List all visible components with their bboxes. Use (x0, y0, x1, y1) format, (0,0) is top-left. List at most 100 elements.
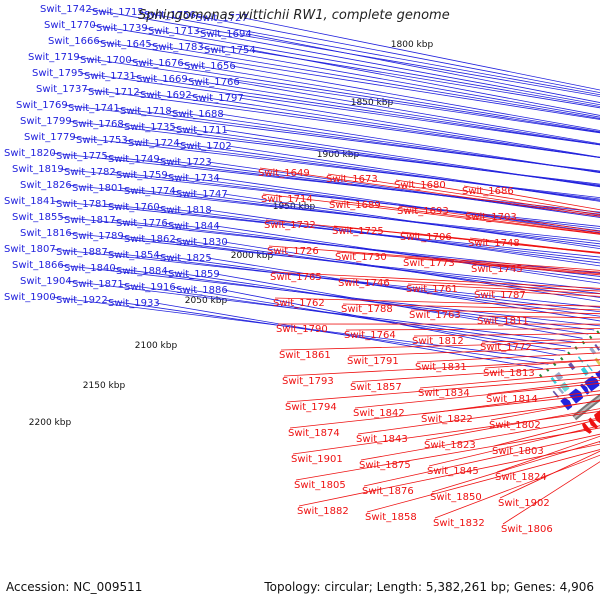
forward-gene-label: Swit_1769 (16, 100, 68, 111)
forward-gene-label: Swit_1760 (108, 202, 160, 213)
forward-leader-line (79, 72, 600, 146)
reverse-gene-label: Swit_1689 (329, 200, 381, 211)
forward-leader-line (207, 209, 600, 267)
forward-leader-line (171, 126, 600, 187)
reverse-gene-label: Swit_1834 (418, 388, 470, 399)
reverse-leader-line (342, 303, 600, 311)
reverse-gene-label: Swit_1726 (267, 246, 319, 257)
forward-gene-label: Swit_1783 (152, 42, 204, 53)
reverse-gene-label: Swit_1714 (261, 194, 313, 205)
forward-strand-arrow (568, 388, 584, 404)
reverse-gene-label: Swit_1842 (353, 408, 405, 419)
forward-gene-label: Swit_1922 (56, 295, 108, 306)
forward-gene-label: Swit_1712 (88, 87, 140, 98)
reverse-gene-label: Swit_1793 (282, 376, 334, 387)
reverse-gene-label: Swit_1876 (362, 486, 414, 497)
reverse-leader-line (286, 376, 600, 403)
tick-label: 2100 kbp (135, 341, 178, 351)
forward-leader-line (219, 113, 600, 174)
forward-gene-label: Swit_1916 (124, 282, 176, 293)
reverse-leader-line (466, 211, 600, 232)
forward-leader-line (207, 257, 600, 322)
feature-block-ring-1 (577, 356, 584, 363)
forward-leader-line (51, 248, 600, 308)
reverse-leader-line (472, 263, 600, 276)
reverse-leader-line (496, 435, 600, 473)
forward-leader-line (91, 24, 600, 109)
forward-gene-label: Swit_1884 (116, 266, 168, 277)
forward-gene-label: Swit_1742 (40, 4, 92, 15)
forward-leader-line (167, 110, 600, 173)
feature-block-ring-2 (557, 386, 565, 395)
reverse-leader-line (351, 364, 600, 383)
reverse-leader-line (490, 399, 600, 421)
forward-gene-label: Swit_1900 (4, 292, 56, 303)
reverse-gene-label: Swit_1811 (477, 316, 529, 327)
forward-gene-label: Swit_1747 (176, 189, 228, 200)
reverse-gene-label: Swit_1730 (335, 252, 387, 263)
reverse-leader-line (419, 371, 600, 389)
reverse-leader-line (271, 271, 600, 289)
reverse-gene-label: Swit_1790 (276, 324, 328, 335)
forward-gene-label: Swit_1825 (160, 253, 212, 264)
forward-leader-line (231, 65, 600, 131)
forward-gene-label: Swit_1694 (200, 29, 252, 40)
reverse-gene-label: Swit_1857 (350, 382, 402, 393)
reverse-leader-line (499, 450, 600, 499)
forward-gene-label: Swit_1817 (64, 215, 116, 226)
reverse-gene-label: Swit_1845 (427, 466, 479, 477)
forward-leader-line (135, 91, 600, 159)
reverse-gene-label: Swit_1802 (489, 420, 541, 431)
forward-gene-label: Swit_1702 (180, 141, 232, 152)
forward-leader-line (67, 232, 600, 291)
reverse-leader-line (431, 441, 600, 493)
reverse-leader-line (493, 418, 600, 447)
forward-gene-label: Swit_1737 (36, 84, 88, 95)
reverse-leader-line (268, 245, 600, 271)
feature-block-ring-2 (594, 357, 600, 366)
forward-gene-label: Swit_1933 (108, 298, 160, 309)
reverse-gene-label: Swit_1901 (291, 454, 343, 465)
forward-leader-line (95, 40, 600, 120)
forward-gene-label: Swit_1781 (56, 199, 108, 210)
reverse-leader-line (336, 251, 600, 273)
forward-gene-label: Swit_1775 (56, 151, 108, 162)
outer-dotted-ring (538, 329, 600, 378)
reverse-gene-label: Swit_1882 (297, 506, 349, 517)
forward-leader-line (63, 104, 600, 172)
forward-gene-label: Swit_1904 (20, 276, 72, 287)
forward-gene-label: Swit_1731 (84, 71, 136, 82)
reverse-leader-line (481, 338, 600, 343)
gene-labels: Swit_1742 Swit_1715 Swit_1756 Swit_1727 Swit… (4, 4, 600, 535)
forward-gene-label: Swit_1749 (108, 154, 160, 165)
tick-label: 2050 kbp (185, 296, 228, 306)
reverse-gene-label: Swit_1673 (326, 174, 378, 185)
feature-block-ring-2 (552, 390, 560, 398)
forward-leader-line (215, 225, 600, 284)
reverse-leader-line (487, 379, 600, 395)
reverse-leader-line (363, 433, 600, 487)
reverse-gene-label: Swit_1806 (501, 524, 553, 535)
forward-leader-line (207, 161, 600, 218)
reverse-gene-label: Swit_1649 (258, 168, 310, 179)
forward-leader-line (179, 62, 600, 133)
forward-leader-line (83, 88, 600, 158)
forward-gene-label: Swit_1862 (124, 234, 176, 245)
reverse-leader-line (434, 454, 600, 519)
reverse-gene-label: Swit_1805 (294, 480, 346, 491)
feature-block-ring-1 (589, 346, 597, 355)
forward-gene-label: Swit_1766 (188, 77, 240, 88)
forward-gene-label: Swit_1666 (48, 36, 100, 47)
reverse-gene-label: Swit_1746 (338, 278, 390, 289)
topology-summary: Topology: circular; Length: 5,382,261 bp… (264, 580, 594, 594)
forward-leader-line (155, 302, 543, 370)
forward-gene-label: Swit_1741 (68, 103, 120, 114)
reverse-leader-line (410, 309, 600, 315)
forward-gene-label: Swit_1886 (176, 285, 228, 296)
reverse-leader-line (283, 359, 600, 377)
forward-gene-label: Swit_1756 (144, 10, 196, 21)
map-title: Sphingomonas wittichii RW1, complete gen… (138, 8, 450, 23)
forward-gene-label: Swit_1799 (20, 116, 72, 127)
tick-label: 2000 kbp (231, 251, 274, 261)
